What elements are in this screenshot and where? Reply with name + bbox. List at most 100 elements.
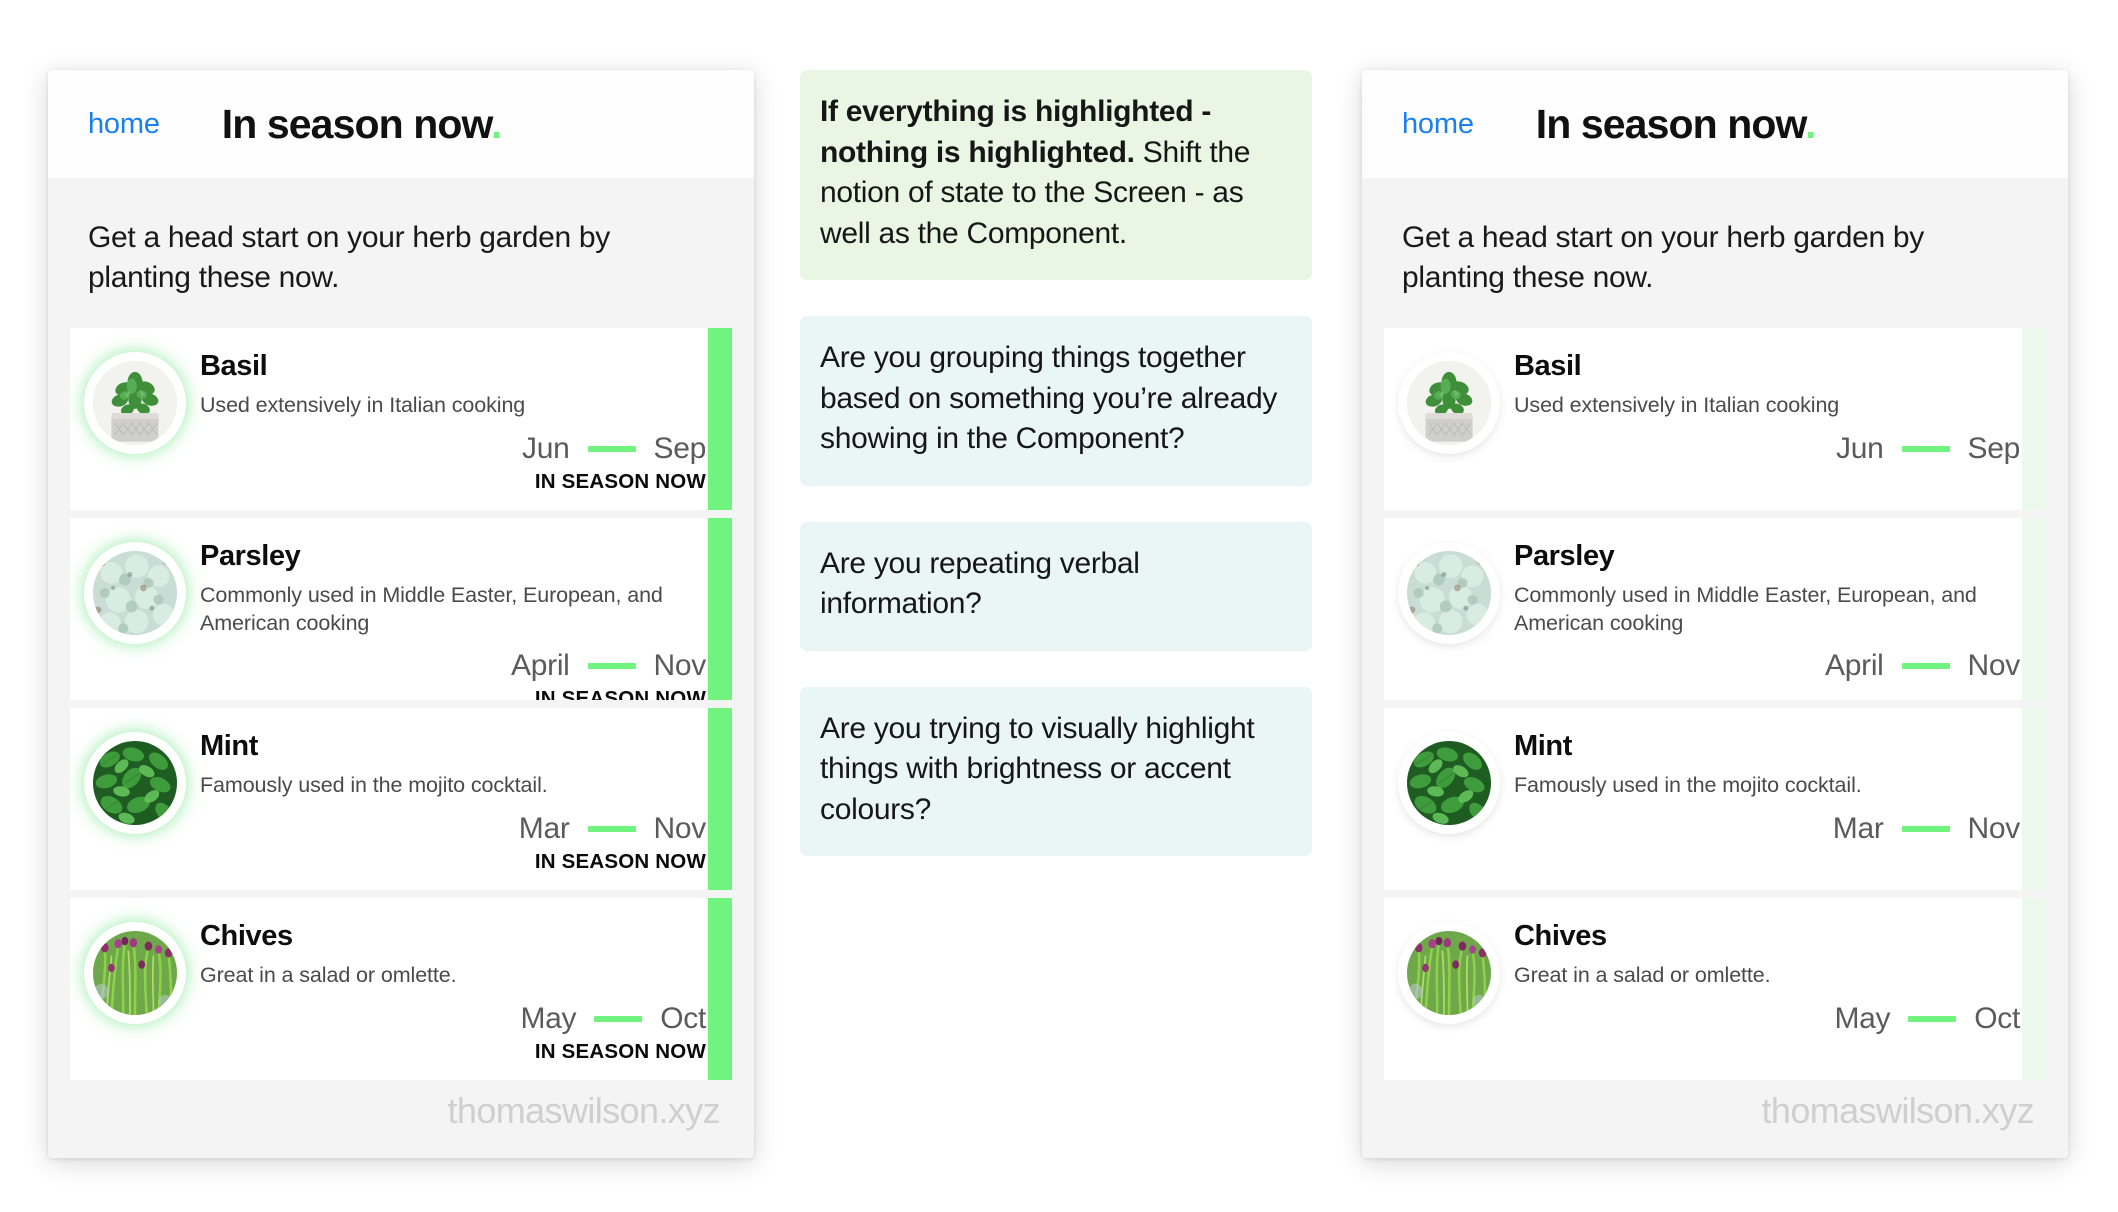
commentary-note: Are you grouping things together based o… xyxy=(800,316,1312,486)
herb-card[interactable]: Chives Great in a salad or omlette. May Oct xyxy=(1384,897,2046,1080)
intro-text: Get a head start on your herb garden by … xyxy=(1402,221,1924,294)
herb-description: Used extensively in Italian cooking xyxy=(200,393,526,418)
herb-card[interactable]: Basil Used extensively in Italian cooking… xyxy=(1384,327,2046,510)
left-panel-body: Get a head start on your herb garden by … xyxy=(48,178,754,1158)
season-range: May Oct xyxy=(1514,1002,2020,1036)
season-range: Mar Nov xyxy=(200,811,707,846)
watermark: thomaswilson.xyz xyxy=(1761,1090,2035,1131)
herb-name: Parsley xyxy=(1514,539,1615,572)
herb-text-block: Mint Famously used in the mojito cocktail… xyxy=(1514,730,2046,846)
season-accent-bar xyxy=(2022,517,2046,700)
right-phone-panel: home In season now. Get a head start on … xyxy=(1362,70,2068,1158)
season-start-month: April xyxy=(1825,649,1884,683)
season-start-month: Jun xyxy=(522,431,570,465)
season-start-month: May xyxy=(1834,1001,1891,1035)
page-title: In season now. xyxy=(1535,100,1817,147)
herb-list: Basil Used extensively in Italian cooking… xyxy=(1362,327,2068,1080)
season-range: Jun Sep xyxy=(200,432,706,466)
herb-photo xyxy=(86,733,184,832)
season-range: April Nov xyxy=(200,649,706,683)
title-accent-dot: . xyxy=(491,100,502,147)
home-link[interactable]: home xyxy=(88,107,160,140)
herb-thumbnail-wrap xyxy=(70,920,200,1022)
commentary-notes: If everything is highlighted - nothing i… xyxy=(800,70,1312,856)
herb-thumbnail-wrap xyxy=(70,350,200,452)
herb-description: Commonly used in Middle Easter, European… xyxy=(1514,583,1977,635)
herb-card[interactable]: Parsley Commonly used in Middle Easter, E… xyxy=(1384,517,2046,700)
herb-text-block: Chives Great in a salad or omlette. May Oct xyxy=(1514,920,2046,1036)
status-badge: IN SEASON NOW xyxy=(534,849,706,873)
note-body: Are you grouping things together based o… xyxy=(820,341,1278,455)
herb-thumbnail-wrap xyxy=(1384,540,1514,642)
note-body: Are you trying to visually highlight thi… xyxy=(820,711,1255,826)
herb-description: Famously used in the mojito cocktail. xyxy=(200,773,548,798)
right-panel-body: Get a head start on your herb garden by … xyxy=(1362,178,2068,1158)
herb-thumbnail-wrap xyxy=(1384,730,1514,832)
title-accent-dot: . xyxy=(1805,100,1816,147)
season-range-bar xyxy=(1908,1015,1957,1022)
season-end-month: Oct xyxy=(660,1001,706,1035)
herb-thumbnail-wrap xyxy=(1384,350,1514,452)
season-range: May Oct xyxy=(200,1002,706,1036)
season-range: April Nov xyxy=(1514,649,2020,683)
herb-text-block: Mint Famously used in the mojito cocktail… xyxy=(200,730,732,874)
season-accent-bar xyxy=(708,897,732,1080)
season-range-bar xyxy=(1901,663,1950,670)
herb-photo xyxy=(1400,353,1498,452)
season-accent-bar xyxy=(2022,707,2046,890)
season-end-month: Oct xyxy=(1974,1001,2020,1035)
herb-description: Famously used in the mojito cocktail. xyxy=(1514,773,1862,798)
herb-name: Mint xyxy=(1514,729,1572,762)
commentary-note: If everything is highlighted - nothing i… xyxy=(800,70,1312,280)
herb-card[interactable]: Mint Famously used in the mojito cocktail… xyxy=(70,707,732,890)
season-start-month: April xyxy=(511,649,570,683)
season-range-bar xyxy=(587,663,636,670)
herb-photo xyxy=(1400,543,1498,642)
note-emphasis: If everything is highlighted - nothing i… xyxy=(820,95,1212,169)
herb-card[interactable]: Basil Used extensively in Italian cooking… xyxy=(70,327,732,510)
herb-name: Chives xyxy=(1514,919,1607,952)
intro-text: Get a head start on your herb garden by … xyxy=(88,221,610,294)
season-accent-bar xyxy=(708,517,732,700)
note-body: Shift the notion of state to the Screen … xyxy=(820,135,1251,250)
herb-text-block: Basil Used extensively in Italian cooking… xyxy=(1514,350,2046,466)
herb-thumbnail-wrap xyxy=(70,540,200,642)
season-range: Mar Nov xyxy=(1514,811,2021,846)
herb-photo xyxy=(86,923,184,1022)
herb-text-block: Parsley Commonly used in Middle Easter, E… xyxy=(200,540,732,700)
season-start-month: Jun xyxy=(1836,431,1884,465)
season-range-bar xyxy=(587,445,636,452)
season-end-month: Nov xyxy=(1967,649,2021,683)
season-accent-bar xyxy=(708,707,732,890)
season-end-month: Nov xyxy=(1967,811,2021,845)
home-link[interactable]: home xyxy=(1402,107,1474,140)
herb-card[interactable]: Chives Great in a salad or omlette. May Oct… xyxy=(70,897,732,1080)
herb-photo xyxy=(86,543,184,642)
herb-description: Used extensively in Italian cooking xyxy=(1514,393,1840,418)
herb-thumbnail-wrap xyxy=(70,730,200,832)
herb-thumbnail-wrap xyxy=(1384,920,1514,1022)
herb-photo xyxy=(1400,923,1498,1022)
herb-name: Basil xyxy=(1514,349,1582,382)
herb-card[interactable]: Parsley Commonly used in Middle Easter, E… xyxy=(70,517,732,700)
season-end-month: Nov xyxy=(653,649,707,683)
watermark: thomaswilson.xyz xyxy=(447,1090,721,1131)
herb-photo xyxy=(1400,733,1498,832)
herb-text-block: Parsley Commonly used in Middle Easter, E… xyxy=(1514,540,2046,683)
season-end-month: Nov xyxy=(653,811,707,845)
season-range-bar xyxy=(594,1015,643,1022)
commentary-note: Are you trying to visually highlight thi… xyxy=(800,686,1312,856)
page-title: In season now. xyxy=(221,100,503,147)
season-range-bar xyxy=(1901,825,1950,832)
season-accent-bar xyxy=(2022,327,2046,510)
app-header: home In season now. xyxy=(1362,70,2068,178)
status-badge: IN SEASON NOW xyxy=(534,1039,706,1063)
season-accent-bar xyxy=(2022,897,2046,1080)
season-range-bar xyxy=(587,825,636,832)
herb-name: Mint xyxy=(200,729,258,762)
herb-list: Basil Used extensively in Italian cooking… xyxy=(48,327,754,1080)
herb-card[interactable]: Mint Famously used in the mojito cocktail… xyxy=(1384,707,2046,890)
herb-name: Chives xyxy=(200,919,293,952)
commentary-note: Are you repeating verbal information? xyxy=(800,521,1312,651)
